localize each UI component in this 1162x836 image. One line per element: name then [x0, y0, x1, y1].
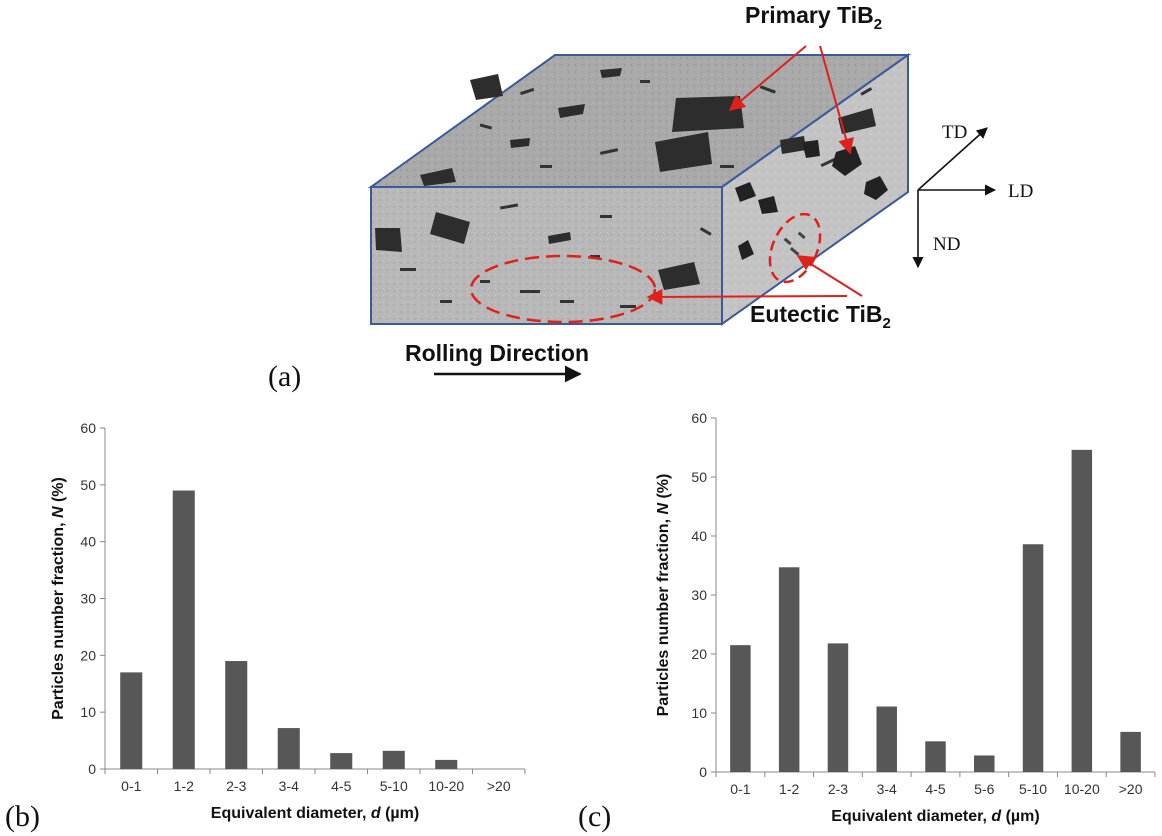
- td-label: TD: [942, 122, 967, 143]
- x-tick-label: 0-1: [730, 781, 750, 797]
- x-tick-label: 4-5: [925, 781, 945, 797]
- x-axis-title-suffix: (µm): [1001, 808, 1040, 825]
- x-tick-label: 5-10: [1019, 781, 1047, 797]
- bar: [120, 672, 143, 769]
- panel-b-label: (b): [5, 800, 40, 833]
- y-tick-label: 60: [691, 410, 707, 426]
- y-tick-label: 40: [80, 534, 96, 550]
- rolling-direction-label: Rolling Direction: [405, 340, 589, 366]
- bar: [277, 728, 300, 769]
- x-tick-label: 3-4: [877, 781, 897, 797]
- x-tick-label: 0-1: [121, 778, 141, 794]
- x-axis-title-symbol: d: [991, 808, 1002, 825]
- bar: [1120, 731, 1141, 772]
- bar: [330, 753, 353, 769]
- x-tick-label: 4-5: [331, 778, 351, 794]
- microstructure-block: [367, 45, 912, 326]
- x-tick-label: 10-20: [1064, 781, 1100, 797]
- bar: [827, 643, 849, 772]
- bar: [172, 490, 195, 769]
- x-tick-label: 1-2: [174, 778, 194, 794]
- y-tick-label: 0: [699, 764, 707, 780]
- bar: [435, 759, 458, 769]
- eutectic-tib2-label: Eutectic TiB2: [750, 301, 891, 332]
- x-tick-label: >20: [487, 778, 511, 794]
- primary-tib2-label: Primary TiB2: [745, 2, 882, 33]
- y-axis-title-suffix: (%): [655, 474, 672, 503]
- x-axis-title-prefix: Equivalent diameter,: [211, 805, 371, 822]
- y-tick-label: 20: [691, 646, 707, 662]
- x-axis-title-prefix: Equivalent diameter,: [831, 808, 991, 825]
- y-tick-label: 30: [80, 591, 96, 607]
- y-tick-label: 10: [691, 705, 707, 721]
- x-tick-label: 1-2: [779, 781, 799, 797]
- x-tick-label: 5-10: [380, 778, 408, 794]
- y-tick-label: 50: [80, 477, 96, 493]
- x-axis-title: Equivalent diameter, d (µm): [211, 805, 419, 822]
- bar: [778, 567, 800, 772]
- bar: [1071, 449, 1093, 772]
- bar: [925, 741, 946, 772]
- bar: [730, 645, 751, 772]
- x-axis-title-symbol: d: [371, 805, 382, 822]
- sample-axes: [912, 127, 997, 269]
- y-axis-title: Particles number fraction, N (%): [655, 474, 672, 717]
- bar: [974, 755, 995, 772]
- y-axis-title-suffix: (%): [50, 477, 67, 506]
- eutectic-ellipse-side: [768, 212, 822, 284]
- y-tick-label: 0: [88, 761, 96, 777]
- x-tick-label: 3-4: [279, 778, 299, 794]
- bar: [225, 661, 248, 769]
- x-axis-title: Equivalent diameter, d (µm): [831, 808, 1039, 825]
- y-axis-title-symbol: N: [50, 506, 67, 518]
- bar: [1022, 544, 1044, 772]
- y-axis-title-prefix: Particles number fraction,: [50, 518, 67, 720]
- y-tick-label: 60: [80, 420, 96, 436]
- chart-c: 0 10 20 30 40 50 60 0-1 1-2 2-3 3-4 4-5 5-6 5-10 10-20…: [655, 410, 1156, 825]
- primary-particles-front: [375, 212, 700, 290]
- primary-particles-side: [735, 140, 888, 260]
- eutectic-particles-front: [400, 203, 712, 308]
- y-axis-title-prefix: Particles number fraction,: [655, 515, 672, 717]
- y-tick-label: 50: [691, 469, 707, 485]
- y-tick-label: 30: [691, 587, 707, 603]
- y-tick-label: 20: [80, 647, 96, 663]
- bar: [382, 750, 405, 769]
- panel-c-label: (c): [578, 800, 611, 833]
- eutectic-arrow-front: [646, 288, 848, 305]
- eutectic-particles-side: [783, 231, 806, 256]
- y-tick-label: 40: [691, 528, 707, 544]
- x-tick-label: 10-20: [428, 778, 464, 794]
- primary-arrow-side: [819, 45, 854, 155]
- bar: [876, 706, 897, 772]
- panel-a-label: (a): [268, 360, 301, 393]
- eutectic-arrow-side: [796, 255, 863, 297]
- x-tick-label: 5-6: [974, 781, 994, 797]
- y-axis-title-symbol: N: [655, 503, 672, 515]
- x-tick-label: 2-3: [828, 781, 848, 797]
- x-tick-label: 2-3: [226, 778, 246, 794]
- x-tick-label: >20: [1119, 781, 1143, 797]
- primary-particles-top: [420, 68, 876, 186]
- chart-b: 0 10 20 30 40 50 60 0-1 1-2 2-3 3-4 4-5 5-10 10-20 >20…: [50, 420, 526, 822]
- nd-label: ND: [933, 234, 960, 255]
- y-tick-label: 10: [80, 704, 96, 720]
- y-axis-title: Particles number fraction, N (%): [50, 477, 67, 720]
- x-axis-title-suffix: (µm): [381, 805, 420, 822]
- primary-arrow-top: [728, 45, 807, 112]
- ld-label: LD: [1008, 181, 1033, 202]
